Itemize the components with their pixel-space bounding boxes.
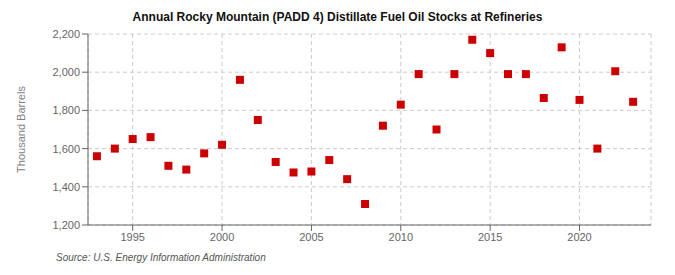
svg-text:1,800: 1,800 [52,104,80,116]
svg-text:1,600: 1,600 [52,143,80,155]
svg-text:2000: 2000 [210,231,234,243]
svg-text:2020: 2020 [567,231,591,243]
html-text:Source: U.S. Energy Informatio: Source: U.S. Energy Information Administ… [56,252,266,263]
svg-text:1,400: 1,400 [52,181,80,193]
svg-text:2010: 2010 [389,231,413,243]
svg-text:1,200: 1,200 [52,219,80,231]
svg-text:1995: 1995 [120,231,144,243]
svg-text:2015: 2015 [478,231,502,243]
html-text:Annual Rocky Mountain (PADD 4): Annual Rocky Mountain (PADD 4) Distillat… [132,10,543,24]
svg-text:2,000: 2,000 [52,66,80,78]
svg-text:2,200: 2,200 [52,28,80,40]
svg-text:2005: 2005 [299,231,323,243]
svg-text:Thousand Barrels: Thousand Barrels [15,86,27,173]
